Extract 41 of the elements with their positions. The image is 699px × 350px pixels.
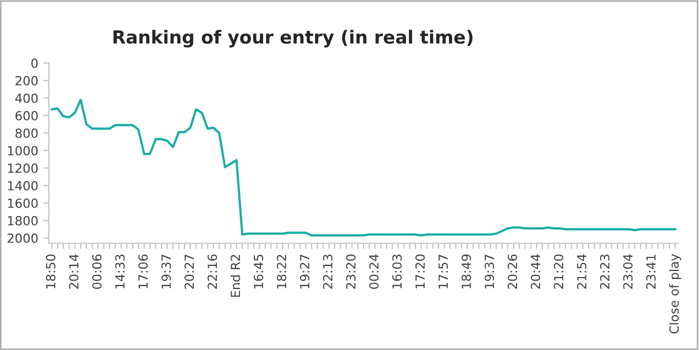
x-tick-label: 19:37 [484, 254, 494, 288]
x-tick-label: 23:04 [623, 254, 633, 289]
y-tick-label: 1800 [8, 216, 38, 226]
line-series [50, 98, 676, 236]
y-tick-label: 1000 [8, 146, 38, 156]
y-tick-label: 1200 [8, 163, 38, 173]
x-tick-label: 14:33 [115, 254, 125, 288]
x-tick-label: End R2 [230, 254, 240, 297]
chart-title: Ranking of your entry (in real time) [114, 30, 472, 48]
x-tick-label: 20:26 [508, 254, 518, 289]
x-tick-label: 17:20 [415, 254, 425, 288]
x-tick-label: 00:06 [92, 254, 102, 289]
y-tick-label: 800 [16, 128, 38, 138]
y-tick-label: 600 [16, 110, 38, 120]
y-tick-label: 0 [31, 58, 38, 68]
x-tick-label: 22:13 [323, 254, 332, 289]
x-tick-label: 16:45 [254, 254, 264, 288]
x-tick-label: 21:20 [554, 254, 564, 289]
x-tick-label: 17:06 [138, 254, 148, 288]
y-tick-label: 1400 [8, 180, 38, 190]
x-tick-label: 18:49 [462, 254, 471, 288]
x-tick-label: 18:50 [46, 254, 56, 288]
y-tick-label: 400 [15, 93, 38, 103]
y-tick-label: 2000 [8, 233, 38, 243]
x-tick-label: 23:41 [646, 254, 656, 289]
y-tick-label: 1600 [8, 198, 38, 208]
x-tick-label: 19:27 [300, 254, 310, 288]
x-tick-label: 20:27 [184, 254, 194, 289]
x-tick-label: 22:23 [600, 254, 610, 289]
x-tick-label: Close of play [669, 254, 682, 334]
x-tick-label: 18:22 [276, 254, 286, 288]
x-tick-label: 20:14 [69, 254, 79, 289]
x-tick-label: 22:16 [208, 254, 218, 289]
x-tick-label: 20:44 [530, 254, 540, 289]
x-tick-label: 00:24 [369, 254, 379, 289]
x-tick-label: 17:57 [438, 254, 448, 288]
y-tick-label: 200 [16, 76, 38, 86]
x-tick-label: 21:54 [576, 254, 586, 289]
x-tick-label: 16:03 [392, 254, 402, 288]
x-tick-label: 19:37 [161, 254, 171, 288]
x-tick-label: 23:20 [346, 254, 356, 289]
